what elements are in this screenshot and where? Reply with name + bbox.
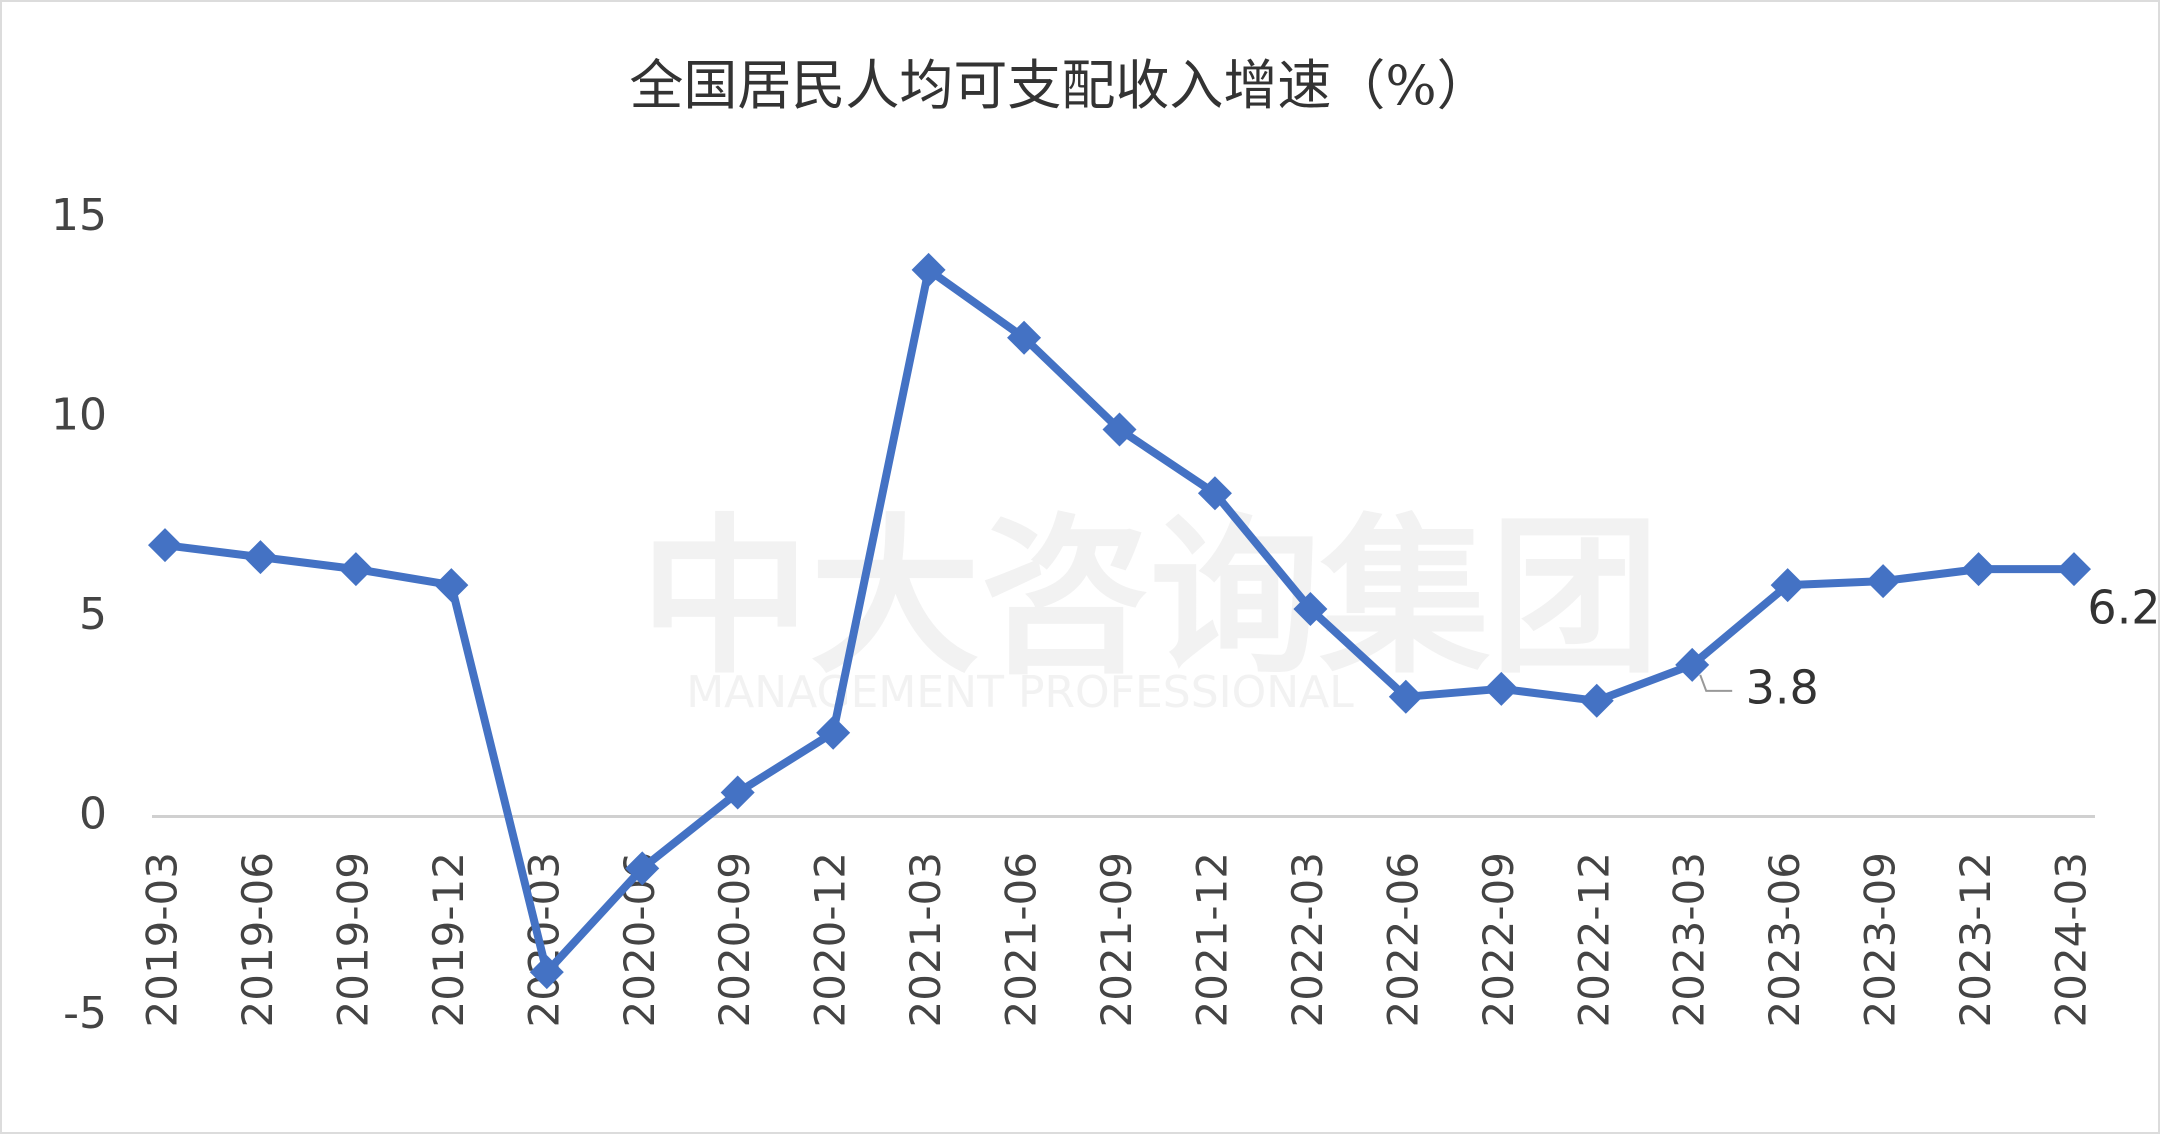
x-tick-label: 2023-12 [1951,852,2000,1028]
x-tick-label: 2022-06 [1378,852,1427,1028]
marker [338,552,373,587]
marker [816,715,851,750]
marker [529,955,564,990]
x-tick-label: 2024-03 [2047,852,2096,1028]
x-tick-label: 2019-09 [328,852,377,1028]
x-tick-label: 2022-12 [1569,852,1618,1028]
marker [243,540,278,575]
data-label: 3.8 [1746,660,1819,714]
marker [1961,552,1996,587]
x-tick-label: 2022-03 [1283,852,1332,1028]
x-tick-label: 2021-09 [1092,852,1141,1028]
marker [1484,671,1519,706]
leader-line [1699,674,1733,692]
y-tick-label: 5 [79,589,107,640]
marker [1579,683,1614,718]
x-tick-label: 2023-03 [1665,852,1714,1028]
x-tick-label: 2021-12 [1187,852,1236,1028]
x-tick-label: 2019-06 [233,852,282,1028]
y-tick-label: -5 [63,988,107,1039]
x-tick-label: 2021-03 [901,852,950,1028]
chart-title: 全国居民人均可支配收入增速（%） [629,54,1490,117]
y-tick-label: 0 [79,789,107,840]
marker [148,528,182,563]
y-tick-label: 15 [51,190,107,241]
x-tick-label: 2021-06 [997,852,1046,1028]
marker [434,568,469,603]
x-tick-label: 2019-03 [138,852,187,1028]
watermark: 中大咨询集团 [640,499,1660,697]
x-tick-label: 2022-09 [1474,852,1523,1028]
x-tick-label: 2023-09 [1856,852,1905,1028]
marker [2057,552,2091,587]
marker [1007,320,1042,355]
marker [1293,592,1328,627]
marker [1197,476,1232,511]
x-tick-label: 2019-12 [424,852,473,1028]
x-tick-label: 2023-06 [1760,852,1809,1028]
x-tick-label: 2020-12 [806,852,855,1028]
x-tick-label: 2020-09 [710,852,759,1028]
marker [1770,568,1805,603]
marker [1866,564,1901,599]
marker [625,851,660,886]
data-label: 6.2 [2087,581,2160,635]
marker [911,252,946,287]
watermark-subtitle: MANAGEMENT PROFESSIONAL [686,667,1354,718]
marker [1675,647,1710,682]
marker [720,775,755,810]
y-tick-label: 10 [51,390,107,441]
marker [1102,412,1137,447]
marker [1388,679,1423,714]
